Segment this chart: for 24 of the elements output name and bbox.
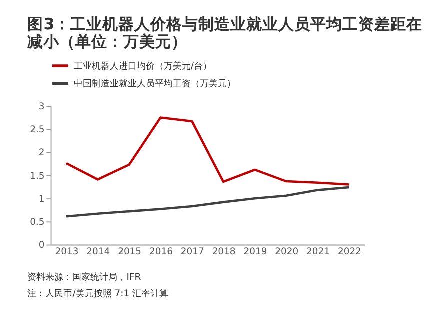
x-tick-label: 2014 (86, 246, 110, 258)
y-tick-label: 3 (38, 101, 45, 112)
text: 注：人民币/美元按照 7:1 汇率计算 (28, 288, 169, 300)
y-tick-label: 0 (38, 240, 45, 252)
x-tick-label: 2020 (275, 246, 299, 258)
x-tick-label: 2017 (180, 246, 204, 258)
legend-label: 中国制造业就业人员平均工资（万美元） (74, 78, 236, 90)
x-tick-label: 2013 (55, 246, 79, 258)
y-tick-label: 1 (38, 194, 45, 205)
x-tick-label: 2016 (149, 246, 174, 258)
text: 资料来源：国家统计局，IFR (28, 272, 142, 283)
y-tick-label: 1.5 (30, 170, 45, 182)
y-tick-label: 2.5 (30, 124, 45, 136)
line-series (65, 116, 350, 186)
line-series (65, 186, 350, 218)
x-tick-label: 2022 (338, 246, 362, 258)
y-tick-label: 0.5 (30, 216, 45, 228)
legend-label: 工业机器人进口均价（万美元/台） (74, 60, 212, 72)
x-tick-label: 2019 (244, 246, 268, 258)
x-tick-label: 2021 (306, 246, 330, 258)
x-tick-label: 2015 (118, 246, 142, 258)
y-tick-label: 2 (38, 148, 45, 159)
x-tick-label: 2018 (212, 246, 236, 258)
chart-title: 图3：工业机器人价格与制造业就业人员平均工资差距在减小（单位：万美元） (28, 14, 423, 52)
